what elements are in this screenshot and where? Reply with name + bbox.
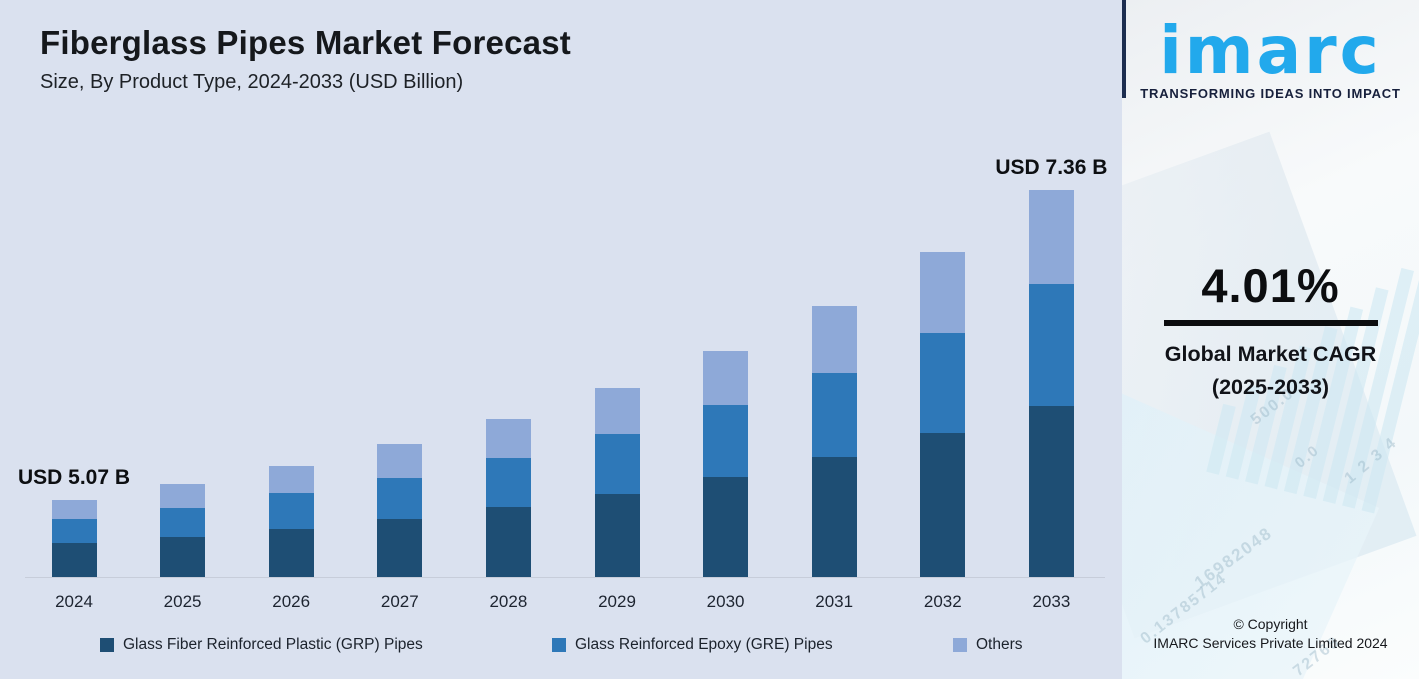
imarc-logo-tagline: TRANSFORMING IDEAS INTO IMPACT (1140, 86, 1401, 101)
bar-segment (703, 405, 749, 477)
legend-label: Glass Reinforced Epoxy (GRE) Pipes (575, 636, 833, 653)
bar-segment (594, 434, 640, 494)
bar-segment (377, 519, 423, 577)
bar-segment (160, 484, 206, 508)
copyright-line2: IMARC Services Private Limited 2024 (1153, 635, 1388, 652)
x-axis-label: 2031 (815, 592, 854, 611)
page-title: Fiberglass Pipes Market Forecast (40, 24, 571, 61)
bar-segment (920, 333, 966, 433)
bar-segment (377, 444, 423, 478)
cagr-underline (1163, 320, 1378, 326)
bar-segment (51, 519, 97, 543)
value-annotation: USD 7.36 B (995, 156, 1108, 179)
legend-label: Glass Fiber Reinforced Plastic (GRP) Pip… (123, 636, 423, 653)
legend-swatch (953, 638, 967, 652)
bar-segment (811, 306, 857, 373)
bar-segment (920, 433, 966, 577)
legend-swatch (552, 638, 566, 652)
bar-segment (485, 507, 531, 577)
cagr-block: 4.01% Global Market CAGR (2025-2033) (1122, 258, 1419, 405)
bar-segment (377, 478, 423, 519)
bar-segment (1028, 284, 1074, 406)
x-axis-label: 2029 (598, 592, 636, 611)
bar-segment (1028, 190, 1074, 284)
x-axis-label: 2033 (1032, 592, 1071, 611)
x-axis-line (25, 577, 1105, 578)
cagr-label-line2: (2025-2033) (1211, 375, 1330, 400)
bar-segment (268, 529, 314, 577)
cagr-value: 4.01% (1201, 259, 1340, 312)
chart-area: Fiberglass Pipes Market Forecast Size, B… (0, 0, 1122, 679)
legend-swatch (100, 638, 114, 652)
accent-bar (1122, 0, 1126, 98)
x-axis-label: 2027 (380, 592, 419, 611)
legend-item: Glass Reinforced Epoxy (GRE) Pipes (552, 636, 833, 654)
value-annotation: USD 5.07 B (17, 466, 131, 489)
bar-segment (51, 500, 97, 519)
x-axis-label: 2026 (272, 592, 311, 611)
bar-segment (703, 351, 749, 405)
legend-item: Glass Fiber Reinforced Plastic (GRP) Pip… (100, 636, 423, 654)
bar-segment (811, 373, 857, 457)
legend-item: Others (953, 636, 1023, 654)
bar-segment (160, 537, 206, 577)
bar-segment (485, 458, 531, 507)
x-axis-label: 2032 (923, 592, 962, 611)
bar-segment (1028, 406, 1074, 577)
copyright: © Copyright IMARC Services Private Limit… (1122, 615, 1419, 653)
bar-segment (268, 493, 314, 529)
copyright-line1: © Copyright (1233, 616, 1308, 633)
x-axis-label: 2028 (489, 592, 528, 611)
bar-segment (160, 508, 206, 537)
x-axis-label: 2030 (706, 592, 745, 611)
bar-segment (594, 388, 640, 434)
bar-segment (268, 466, 314, 493)
bar-segment (485, 419, 531, 458)
imarc-logo: imarc TRANSFORMING IDEAS INTO IMPACT (1122, 0, 1419, 102)
bar-segment (51, 543, 97, 577)
plot-area: 2024 2025 2026 2027 2028 2029 2030 2031 2032 2033… (17, 156, 1108, 611)
bar-segment (811, 457, 857, 577)
x-axis-label: 2024 (55, 592, 93, 611)
bar-segment (920, 252, 966, 333)
x-axis-label: 2025 (163, 592, 202, 611)
brand-panel: 500.0 0.0 1 2 3 4 16982048 0.13785714 72768 i… (1122, 0, 1419, 679)
bar-segment (594, 494, 640, 577)
legend-label: Others (976, 636, 1023, 653)
imarc-logo-wordmark: imarc (1159, 12, 1382, 89)
chart-subtitle: Size, By Product Type, 2024-2033 (USD Bi… (40, 71, 464, 93)
bar-segment (703, 477, 749, 577)
cagr-label-line1: Global Market CAGR (1164, 342, 1377, 366)
